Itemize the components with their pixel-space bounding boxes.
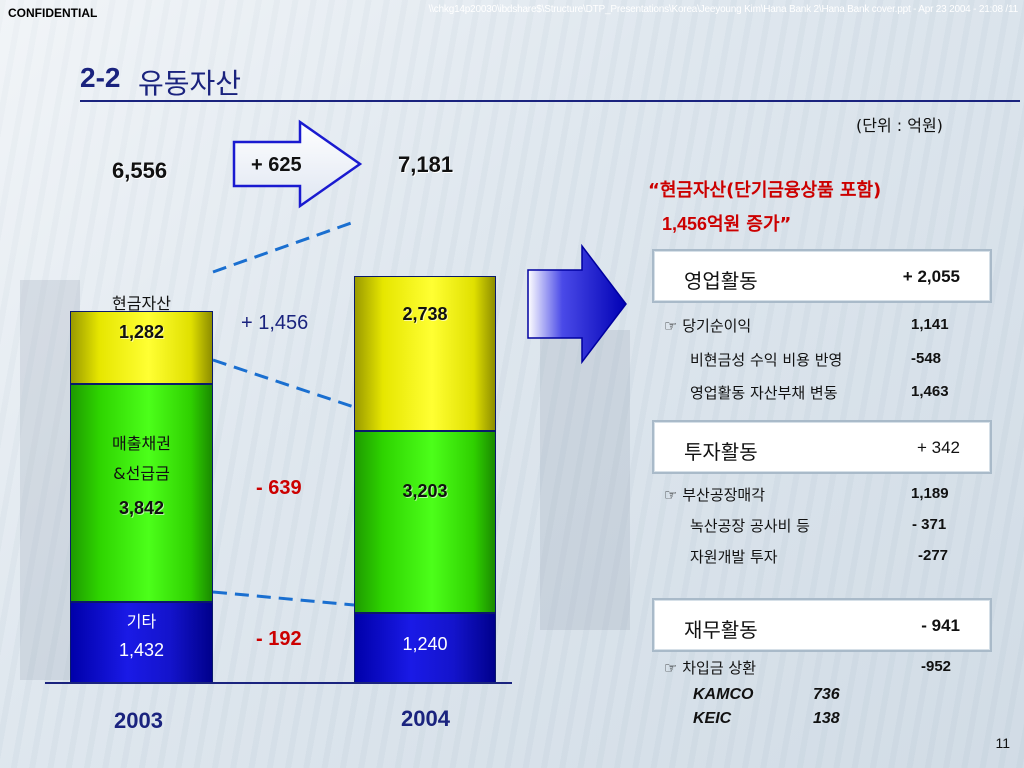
title-divider bbox=[80, 100, 1020, 102]
quote-number: 1,456 bbox=[662, 214, 708, 234]
data-label: 3,203 bbox=[402, 481, 448, 501]
confidential-label: CONFIDENTIAL bbox=[8, 6, 98, 20]
bullet-icon: ☞ bbox=[664, 317, 678, 335]
list-item: 비현금성 수익 비용 반영 bbox=[690, 351, 843, 369]
segment-receivables-2003 bbox=[70, 383, 213, 602]
quote-line-1: “현금자산(단기금융상품 포함) bbox=[648, 180, 882, 201]
section-title: 투자활동 bbox=[684, 440, 758, 464]
connector-cash-top bbox=[212, 220, 355, 274]
item-value: 1,463 bbox=[911, 383, 949, 400]
series-label-other: 기타 bbox=[126, 612, 157, 631]
bullet-icon: ☞ bbox=[664, 486, 678, 504]
segment-cash-2003 bbox=[70, 311, 213, 384]
segment-receivables-2004 bbox=[354, 431, 496, 613]
item-label: 차입금 상환 bbox=[682, 659, 757, 677]
unit-label: (단위 : 억원) bbox=[856, 116, 943, 135]
file-path: \\chkg14p20030\ibdshare$\Structure\DTP_P… bbox=[428, 4, 1019, 15]
item-label: 부산공장매각 bbox=[682, 486, 766, 504]
series-label-receivables-2: &선급금 bbox=[113, 464, 170, 483]
change-arrow bbox=[232, 119, 363, 209]
data-label: 1,282 bbox=[118, 322, 165, 342]
list-item: ☞ 차입금 상환 bbox=[664, 657, 756, 678]
item-value: -277 bbox=[918, 547, 949, 564]
section-value: + 342 bbox=[916, 438, 960, 457]
change-receivables: - 639 bbox=[256, 477, 302, 499]
item-value: - 371 bbox=[912, 516, 947, 533]
change-other: - 192 bbox=[256, 628, 302, 650]
item-value: -548 bbox=[911, 350, 942, 367]
change-cash: + 1,456 bbox=[241, 312, 309, 334]
segment-other-2004 bbox=[354, 612, 496, 683]
slide-number-title: 2-2 bbox=[80, 62, 121, 93]
list-item: 영업활동 자산부채 변동 bbox=[690, 384, 838, 402]
item-value: 1,189 bbox=[911, 485, 949, 502]
section-title: 재무활동 bbox=[684, 618, 758, 642]
connector-cash-bottom bbox=[212, 358, 355, 409]
quote-line-2: 1,456억원 증가” bbox=[662, 210, 791, 236]
sub-item-value: 138 bbox=[813, 710, 840, 727]
big-arrow bbox=[527, 244, 627, 364]
slide-title: 유동자산 bbox=[138, 67, 242, 100]
total-2003: 6,556 bbox=[112, 158, 168, 183]
section-value: - 941 bbox=[921, 616, 960, 635]
section-value: + 2,055 bbox=[902, 267, 960, 286]
series-label-cash: 현금자산 bbox=[112, 294, 171, 313]
list-item: ☞ 부산공장매각 bbox=[664, 484, 765, 505]
sub-item-label: KEIC bbox=[693, 710, 732, 727]
section-investing: 투자활동 + 342 bbox=[652, 420, 992, 474]
list-item: 녹산공장 공사비 등 bbox=[690, 517, 810, 535]
segment-other-2003 bbox=[70, 601, 213, 683]
connector-other-top bbox=[212, 590, 355, 607]
item-value: 1,141 bbox=[911, 316, 949, 333]
page-number: 11 bbox=[995, 735, 1010, 751]
total-2004: 7,181 bbox=[398, 152, 454, 177]
sub-item-label: KAMCO bbox=[693, 686, 754, 703]
item-value: -952 bbox=[921, 658, 952, 675]
background-decoration bbox=[540, 330, 630, 630]
data-label: 1,240 bbox=[402, 634, 448, 654]
data-label: 3,842 bbox=[118, 498, 165, 518]
x-label-2003: 2003 bbox=[114, 708, 163, 733]
x-label-2004: 2004 bbox=[401, 706, 450, 731]
section-operating: 영업활동 + 2,055 bbox=[652, 249, 992, 303]
data-label: 2,738 bbox=[402, 304, 448, 324]
section-financing: 재무활동 - 941 bbox=[652, 598, 992, 652]
series-label-receivables: 매출채권 bbox=[112, 434, 171, 453]
list-item: ☞ 당기순이익 bbox=[664, 315, 751, 336]
section-title: 영업활동 bbox=[684, 269, 758, 293]
quote-rest: 억원 증가” bbox=[707, 214, 792, 235]
data-label: 1,432 bbox=[118, 640, 165, 660]
sub-item-value: 736 bbox=[813, 686, 840, 703]
item-label: 당기순이익 bbox=[682, 317, 752, 335]
list-item: 자원개발 투자 bbox=[690, 548, 778, 566]
total-change-label: + 625 bbox=[251, 154, 302, 176]
bullet-icon: ☞ bbox=[664, 659, 678, 677]
segment-cash-2004 bbox=[354, 275, 496, 432]
